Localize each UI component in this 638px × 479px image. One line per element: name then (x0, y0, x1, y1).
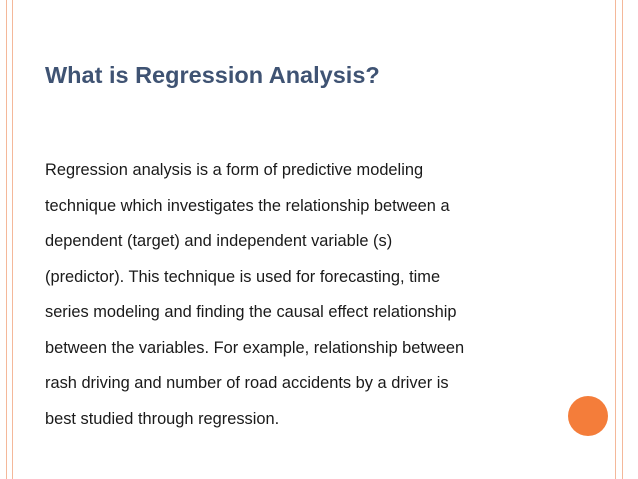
body-line: rash driving and number of road accident… (45, 374, 449, 392)
frame-line-right-outer (622, 0, 623, 479)
frame-line-left-outer (6, 0, 7, 479)
body-line: (predictor). This technique is used for … (45, 267, 441, 286)
accent-circle (568, 396, 608, 436)
frame-line-right-inner (615, 0, 616, 479)
body-line: Regression analysis is a form of predict… (45, 161, 424, 179)
body-line: technique which investigates the relatio… (45, 196, 450, 215)
body-line: dependent (target) and independent varia… (45, 232, 393, 250)
frame-line-left-inner (12, 0, 13, 479)
body-line: between the variables. For example, rela… (45, 338, 465, 357)
slide-body: Regression analysis is a form of predict… (45, 157, 585, 441)
body-line: best studied through regression. (45, 409, 280, 428)
slide-title: What is Regression Analysis? (45, 62, 380, 88)
body-line: series modeling and finding the causal e… (45, 303, 457, 321)
